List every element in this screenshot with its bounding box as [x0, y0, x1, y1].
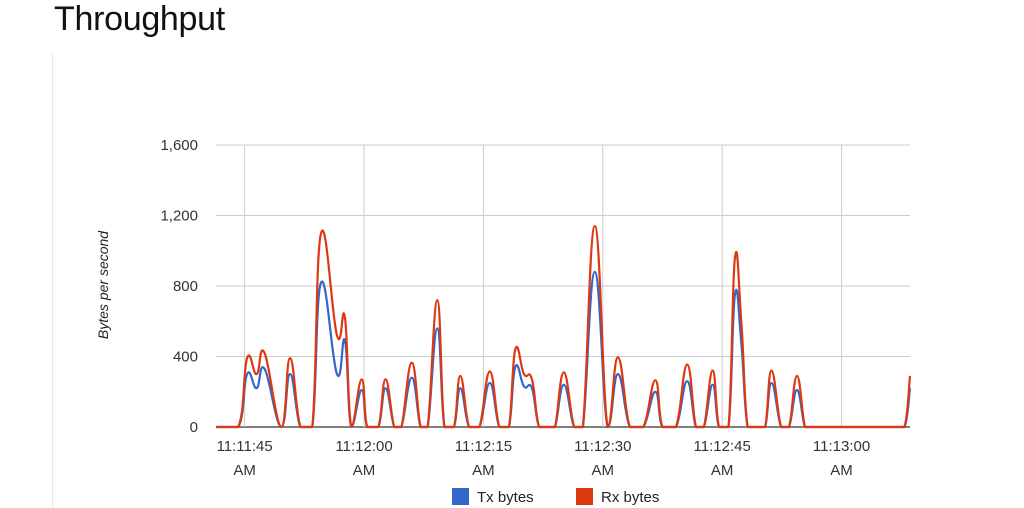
- x-tick-labels: 11:11:45 AM 11:12:00 AM 11:12:15 AM 11:12:30 AM…: [217, 438, 871, 479]
- legend-label: Rx bytes: [601, 489, 659, 506]
- chart-title: Throughput: [54, 0, 225, 38]
- x-tick-label-ampm: AM: [233, 462, 256, 479]
- y-tick-label: 1,600: [160, 137, 198, 154]
- y-axis-label: Bytes per second: [95, 230, 111, 339]
- x-tick-label-ampm: AM: [830, 462, 853, 479]
- x-tick-label: 11:12:45: [694, 438, 751, 455]
- legend: Tx bytes Rx bytes: [452, 488, 659, 506]
- x-tick-label: 11:11:45: [217, 438, 273, 455]
- series-line-tx-bytes: [216, 270, 912, 429]
- legend-swatch: [452, 488, 469, 505]
- x-tick-label-ampm: AM: [592, 462, 615, 479]
- legend-label: Tx bytes: [477, 489, 534, 506]
- x-tick-label-ampm: AM: [711, 462, 734, 479]
- legend-swatch: [576, 488, 593, 505]
- series-line-rx-bytes: [216, 224, 912, 429]
- y-tick-label: 0: [190, 419, 198, 436]
- x-tick-label: 11:12:15: [455, 438, 512, 455]
- y-tick-label: 1,200: [160, 208, 198, 225]
- x-tick-label-ampm: AM: [353, 462, 376, 479]
- y-tick-labels: 0 400 800 1,200 1,600: [160, 137, 198, 436]
- x-tick-label-ampm: AM: [472, 462, 495, 479]
- x-tick-label: 11:13:00: [813, 438, 870, 455]
- x-tick-label: 11:12:30: [574, 438, 631, 455]
- y-tick-label: 400: [173, 349, 198, 366]
- y-tick-label: 800: [173, 278, 198, 295]
- series-lines: [216, 224, 912, 429]
- panel-divider: [52, 54, 53, 508]
- x-tick-label: 11:12:00: [335, 438, 392, 455]
